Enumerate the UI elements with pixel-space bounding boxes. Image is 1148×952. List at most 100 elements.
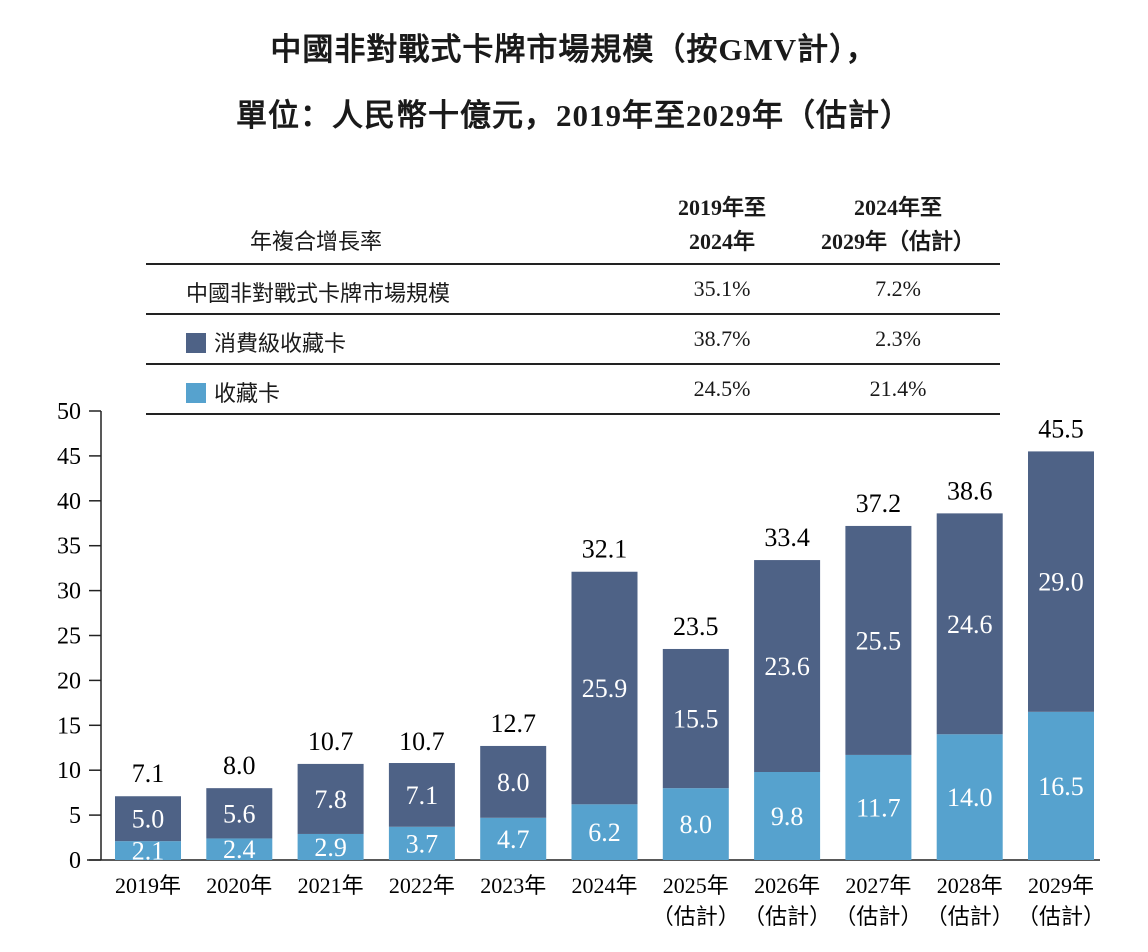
cagr-value: 7.2% (875, 276, 921, 301)
bar-segment (1028, 451, 1094, 712)
legend-item-collectible-cards: 收藏卡 (186, 376, 280, 408)
cagr-col1-header-line2: 2024年 (688, 229, 755, 254)
bar-value-label: 23.6 (764, 652, 810, 681)
bar-value-label: 16.5 (1038, 772, 1084, 801)
legend-swatch (186, 383, 206, 403)
cagr-row-label: 消費級收藏卡 (214, 331, 347, 356)
bar-segment (297, 763, 364, 834)
bar-value-label: 4.7 (497, 825, 530, 854)
bar-total-label: 32.1 (582, 535, 628, 564)
bar-total-label: 7.1 (132, 759, 165, 788)
bar-total-label: 37.2 (856, 489, 902, 518)
cagr-value: 38.7% (693, 326, 751, 351)
cagr-value: 24.5% (693, 376, 751, 401)
bar-value-label: 24.6 (947, 610, 993, 639)
bar-value-label: 25.9 (582, 674, 628, 703)
bar-value-label: 6.2 (588, 818, 621, 847)
x-tick-sublabel: （估計） (834, 904, 922, 929)
bar-value-label: 15.5 (673, 705, 719, 734)
table-divider (146, 313, 1000, 315)
bar-segment (845, 754, 912, 860)
y-tick-label: 20 (57, 668, 81, 694)
x-tick-label: 2025年 (663, 873, 729, 898)
bar-value-label: 8.0 (680, 810, 713, 839)
bar-total-label: 10.7 (399, 727, 445, 756)
cagr-col2-header-line1: 2024年至 (853, 195, 942, 220)
chart-title-line2: 單位：人民幣十億元，2019年至2029年（估計） (236, 98, 912, 133)
cagr-row-label: 收藏卡 (214, 381, 281, 406)
x-tick-label: 2024年 (571, 873, 637, 898)
bar-value-label: 3.7 (406, 829, 439, 858)
bar-total-label: 38.6 (947, 476, 993, 505)
bar-total-label: 45.5 (1038, 414, 1084, 443)
bar-total-label: 10.7 (308, 727, 354, 756)
x-tick-sublabel: （估計） (652, 904, 740, 929)
bar-segment (480, 745, 547, 818)
bar-value-label: 2.9 (314, 833, 347, 862)
bar-segment (571, 804, 638, 860)
y-tick-label: 50 (57, 399, 81, 425)
bar-segment (571, 571, 638, 805)
y-tick-label: 30 (57, 579, 81, 605)
bar-value-label: 29.0 (1038, 568, 1084, 597)
bar-value-label: 2.1 (132, 837, 165, 866)
bar-total-label: 33.4 (764, 523, 810, 552)
bar-segment (388, 826, 455, 860)
bar-segment (754, 560, 821, 772)
x-tick-label: 2022年 (389, 873, 455, 898)
cagr-row-header: 年複合增長率 (250, 229, 383, 254)
x-tick-label: 2021年 (298, 873, 364, 898)
cagr-value: 21.4% (869, 376, 927, 401)
bar-segment (206, 838, 273, 860)
bar-total-label: 12.7 (490, 709, 536, 738)
legend-item-consumer-cards: 消費級收藏卡 (186, 326, 346, 358)
bar-segment (115, 796, 181, 842)
bar-segment (206, 788, 273, 839)
cagr-col1-header-line1: 2019年至 (677, 195, 766, 220)
bar-value-label: 11.7 (856, 793, 901, 822)
table-divider (146, 263, 1000, 265)
bar-total-label: 8.0 (223, 751, 256, 780)
y-tick-label: 35 (57, 534, 81, 560)
bar-segment (480, 817, 547, 860)
y-tick-label: 10 (57, 758, 81, 784)
table-divider (146, 413, 1000, 415)
x-tick-label: 2020年 (206, 873, 272, 898)
cagr-value: 2.3% (875, 326, 921, 351)
x-tick-label: 2028年 (937, 873, 1003, 898)
x-tick-label: 2019年 (115, 873, 181, 898)
x-tick-sublabel: （估計） (743, 904, 831, 929)
bar-value-label: 2.4 (223, 835, 256, 864)
bar-segment (754, 771, 821, 860)
x-tick-sublabel: （估計） (1017, 904, 1105, 929)
bar-total-label: 23.5 (673, 612, 719, 641)
bar-segment (115, 841, 181, 860)
bar-segment (1028, 711, 1094, 860)
bar-segment (662, 648, 729, 789)
bar-value-label: 14.0 (947, 783, 993, 812)
bar-segment (845, 525, 912, 755)
bar-segment (936, 734, 1003, 860)
bar-value-label: 8.0 (497, 768, 530, 797)
cagr-col2-header-line2: 2029年（估計） (820, 229, 975, 254)
legend-swatch (186, 333, 206, 353)
y-tick-label: 15 (57, 713, 81, 739)
y-tick-label: 45 (57, 444, 81, 470)
bar-segment (388, 763, 455, 827)
bar-value-label: 9.8 (771, 802, 804, 831)
bar-value-label: 5.0 (132, 805, 165, 834)
bar-value-label: 5.6 (223, 799, 256, 828)
x-tick-label: 2027年 (845, 873, 911, 898)
x-tick-label: 2023年 (480, 873, 546, 898)
x-tick-label: 2029年 (1028, 873, 1094, 898)
bar-value-label: 7.1 (406, 781, 439, 810)
x-tick-label: 2026年 (754, 873, 820, 898)
y-tick-label: 25 (57, 624, 81, 650)
cagr-value: 35.1% (693, 276, 751, 301)
y-tick-label: 0 (69, 848, 81, 874)
bar-segment (936, 513, 1003, 735)
bar-value-label: 25.5 (856, 626, 902, 655)
bar-segment (662, 788, 729, 860)
